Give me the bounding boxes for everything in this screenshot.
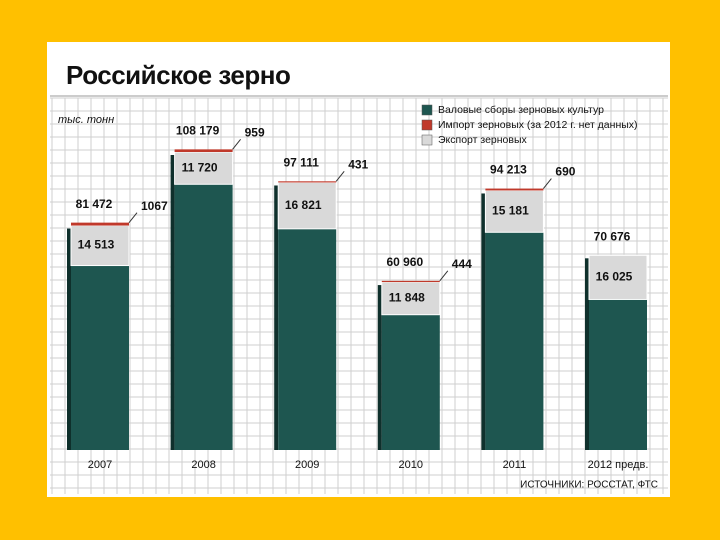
leader [232,139,241,150]
bar-side [481,193,486,450]
export-label: 16 821 [285,198,322,212]
legend-label: Валовые сборы зерновых культур [438,104,604,116]
leader [543,178,552,189]
legend-swatch [421,119,433,131]
export-segment [70,225,130,267]
card [47,42,670,497]
import-label: 690 [555,165,575,179]
legend-swatch [421,104,433,116]
total-label: 81 472 [76,197,113,211]
bar-side [170,155,175,450]
import-label: 431 [348,157,368,171]
import-segment [278,181,337,183]
import-segment [381,280,440,283]
leader [335,170,345,182]
import-label: 959 [245,126,265,140]
export-label: 16 025 [596,270,633,284]
import-segment [485,188,544,191]
chart-title: Российское зерно [66,60,290,90]
x-tick-label: 2010 [399,459,423,471]
export-label: 11 848 [389,291,425,305]
legend-label: Импорт зерновых (за 2012 г. нет данных) [438,119,638,131]
total-label: 60 960 [386,255,423,269]
bar [174,152,233,450]
total-label: 94 213 [490,163,527,177]
legend-label: Экспорт зерновых [438,134,528,146]
export-label: 15 181 [492,204,529,218]
bar-side [377,285,382,450]
total-label: 108 179 [176,124,220,138]
x-tick-label: 2007 [88,459,112,471]
export-segment [381,281,441,316]
bar-side [274,185,279,450]
export-label: 11 720 [182,160,218,174]
source: ИСТОЧНИКИ: РОССТАТ, ФТС [520,480,658,491]
bar-side [67,228,71,450]
x-tick-label: 2009 [295,459,319,471]
import-label: 1067 [141,199,168,213]
x-tick-label: 2011 [503,459,527,471]
export-segment [277,181,337,230]
unit-label: тыс. тонн [58,114,114,126]
leader [128,212,138,223]
x-tick-label: 2012 предв. [588,459,649,471]
grid [50,95,668,494]
import-label: 444 [452,257,472,271]
bar [485,190,544,450]
total-label: 70 676 [594,229,631,243]
bar-side [585,258,589,450]
x-tick-label: 2008 [191,459,215,471]
export-label: 14 513 [78,238,115,252]
total-label: 97 111 [284,155,320,169]
leader [439,270,449,282]
legend-swatch [421,134,433,146]
import-segment [71,222,129,226]
export-segment [588,254,648,300]
import-segment [174,149,233,152]
